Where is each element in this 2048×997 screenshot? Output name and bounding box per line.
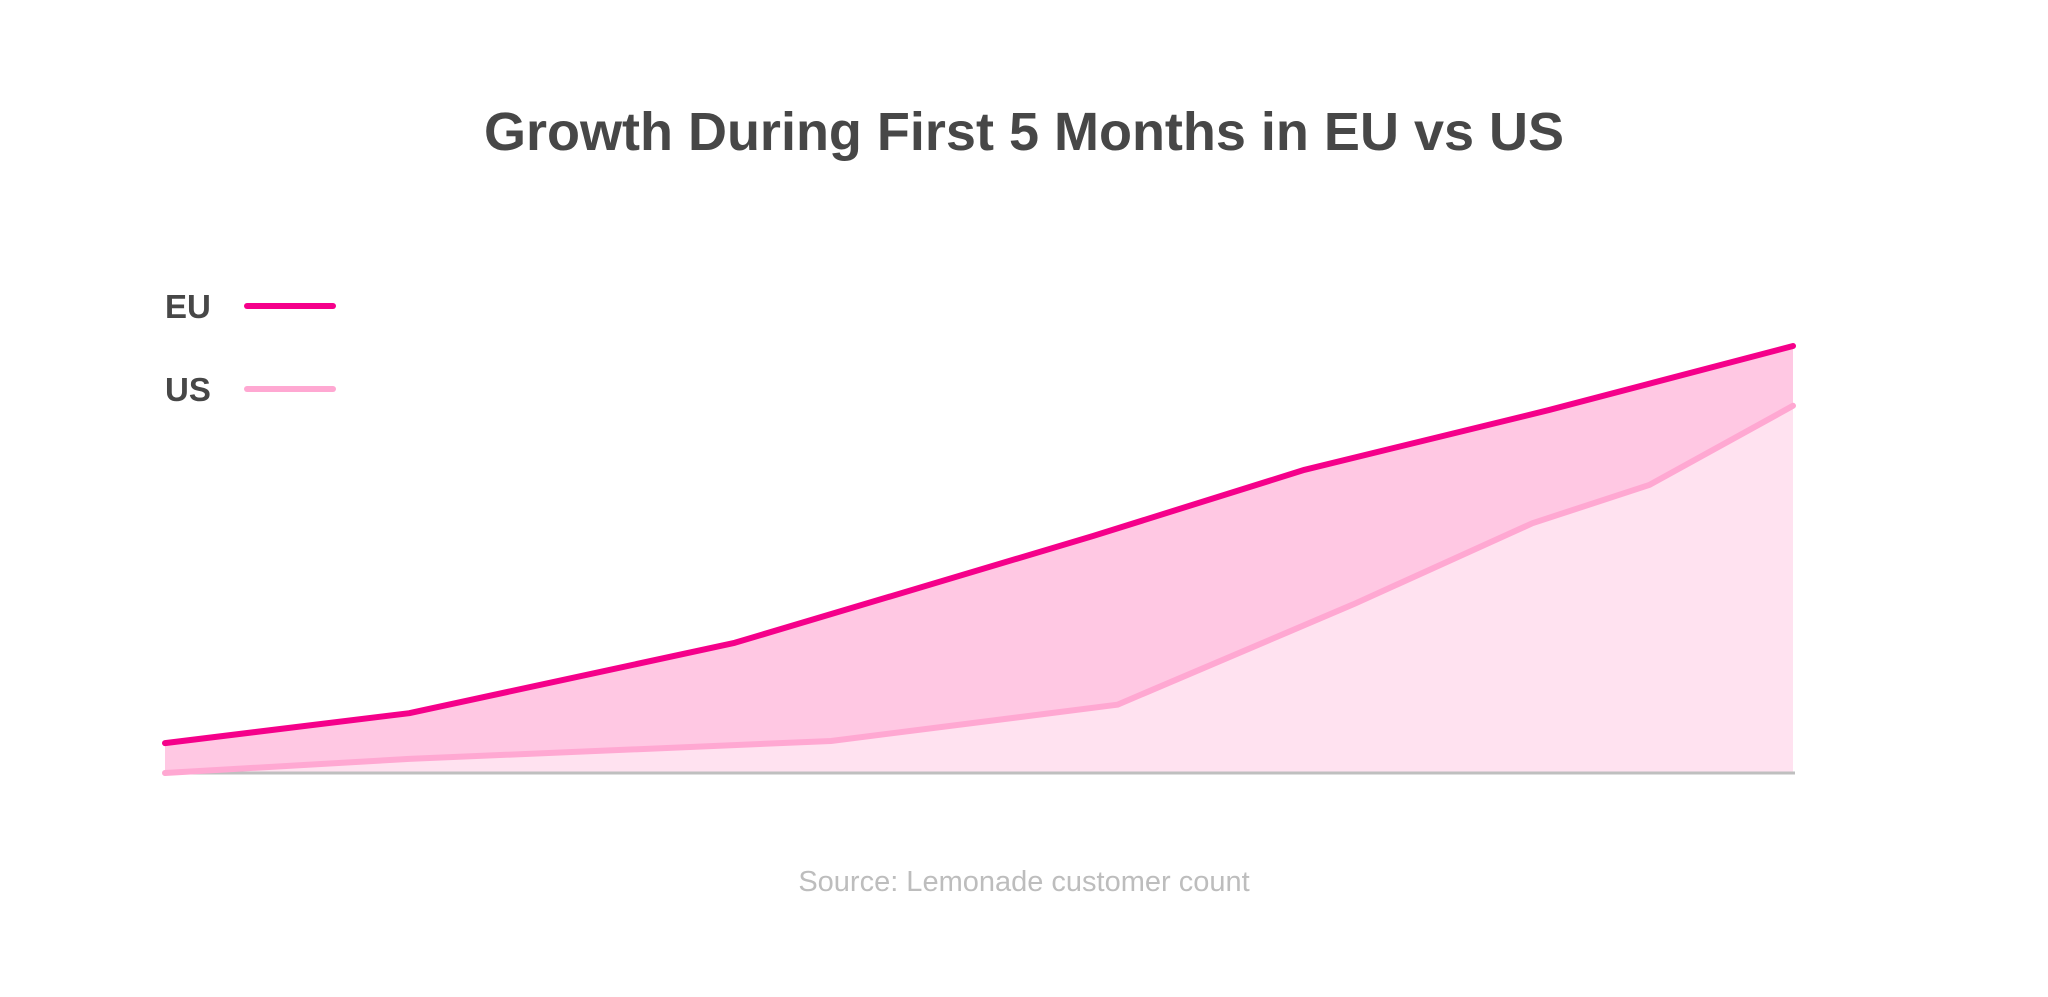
legend-label-us: US bbox=[165, 371, 211, 408]
chart-title: Growth During First 5 Months in EU vs US bbox=[484, 102, 1564, 162]
legend-label-eu: EU bbox=[165, 288, 211, 325]
legend: EU US bbox=[165, 288, 336, 408]
plot-area bbox=[162, 343, 1796, 776]
us-series-line bbox=[162, 402, 1796, 776]
legend-item-us: US bbox=[165, 371, 336, 408]
us-area-fill bbox=[165, 405, 1793, 773]
source-note: Source: Lemonade customer count bbox=[798, 866, 1249, 898]
eu-series-line bbox=[162, 343, 1796, 747]
legend-item-eu: EU bbox=[165, 288, 336, 325]
